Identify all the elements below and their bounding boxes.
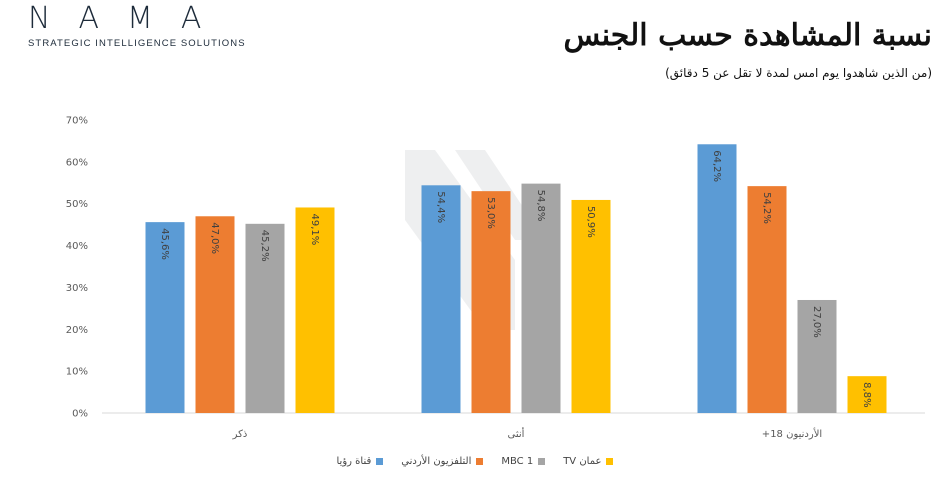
bar-data-label: 64,2% (711, 150, 722, 182)
y-tick-label: 70% (66, 116, 88, 127)
y-tick-label: 60% (66, 157, 88, 168)
bar-data-label: 54,4% (435, 191, 446, 223)
y-tick-label: 0% (72, 409, 88, 420)
logo-word: NAMA (28, 1, 230, 36)
bar-data-label: 49,1% (309, 213, 320, 245)
bar (145, 222, 185, 413)
logo-tagline: STRATEGIC INTELLIGENCE SOLUTIONS (28, 38, 246, 49)
y-tick-label: 30% (66, 283, 88, 294)
x-tick-label: أنثى (508, 427, 525, 440)
legend-label: التلفزيون الأردني (401, 456, 472, 467)
legend-label: قناة رؤيا (336, 456, 372, 467)
legend-swatch (376, 458, 384, 465)
bar-data-label: 54,8% (535, 190, 546, 222)
chart-legend: قناة رؤيا التلفزيون الأردني MBC 1 عمان TV (0, 456, 950, 467)
bar-data-label: 45,2% (259, 230, 270, 262)
y-tick-label: 50% (66, 199, 88, 210)
bar (471, 191, 511, 413)
bar (295, 207, 335, 413)
x-tick-label: الأردنيون 18+ (762, 427, 822, 440)
legend-label: عمان TV (563, 456, 602, 467)
y-tick-label: 40% (66, 241, 88, 252)
chart-subtitle: (من الذين شاهدوا يوم امس لمدة لا تقل عن … (665, 66, 932, 80)
bar (697, 144, 737, 413)
nama-logo: NAMA STRATEGIC INTELLIGENCE SOLUTIONS (28, 2, 258, 50)
legend-item: MBC 1 (501, 456, 546, 467)
bar-data-label: 45,6% (159, 228, 170, 260)
bar (797, 299, 837, 413)
bar-data-label: 50,9% (585, 206, 596, 238)
y-tick-label: 20% (66, 325, 88, 336)
bar-data-label: 47,0% (209, 222, 220, 254)
y-tick-label: 10% (66, 367, 88, 378)
y-axis: 0% 10% 20% 30% 40% 50% 60% 70% (66, 116, 88, 420)
bar (521, 183, 561, 413)
legend-swatch (606, 458, 614, 465)
bar (245, 223, 285, 413)
bar-data-label: 54,2% (761, 192, 772, 224)
bar (847, 376, 887, 413)
bar (571, 199, 611, 413)
bar-series-group: 45,6% 47,0% 45,2% 49,1% 54,4% 53,0% 54,8% 50,9%… (145, 144, 887, 413)
bar-data-label: 53,0% (485, 197, 496, 229)
legend-item: عمان TV (563, 456, 614, 467)
bar-chart: 0%10%20%30%40%50%60%70% 45,6% 47,0% 45,2%4… (66, 116, 925, 440)
legend-swatch (538, 458, 546, 465)
x-axis: ذكر أنثى الأردنيون 18+ (232, 427, 823, 440)
legend-label: MBC 1 (501, 456, 534, 467)
chart-title: نسبة المشاهدة حسب الجنس (563, 18, 933, 53)
legend-item: قناة رؤيا (337, 456, 384, 467)
bar-data-label: 8,8% (861, 382, 872, 407)
bar (195, 216, 235, 413)
bar (421, 185, 461, 413)
legend-item: التلفزيون الأردني (401, 456, 484, 467)
x-tick-label: ذكر (232, 429, 248, 440)
bar (747, 186, 787, 413)
legend-swatch (476, 458, 484, 465)
bar-data-label: 27,0% (811, 306, 822, 338)
